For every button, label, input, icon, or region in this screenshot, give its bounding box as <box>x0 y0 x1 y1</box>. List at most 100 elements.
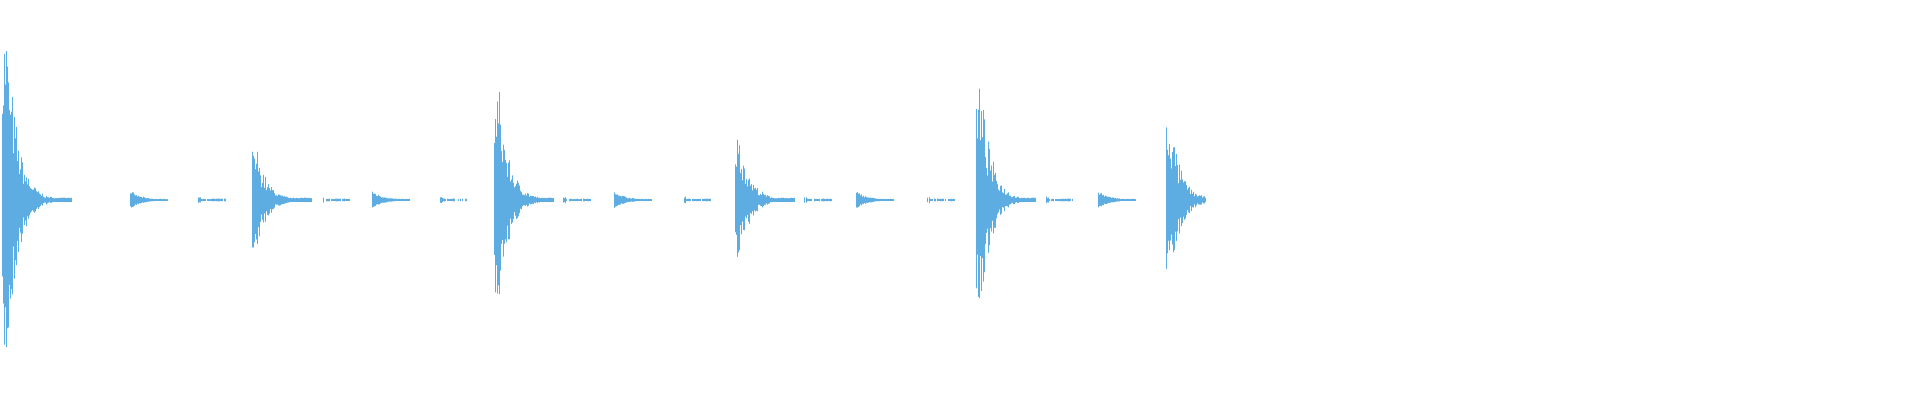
waveform-sample <box>773 197 774 203</box>
waveform-sample <box>759 195 760 205</box>
waveform-sample <box>638 198 639 202</box>
waveform-sample <box>779 198 780 203</box>
waveform-sample <box>583 198 584 202</box>
waveform-sample <box>514 187 515 213</box>
waveform-sample <box>770 197 771 203</box>
waveform-sample <box>48 197 49 203</box>
waveform-sample <box>1099 194 1100 207</box>
waveform-sample <box>507 176 508 226</box>
waveform-sample <box>30 187 31 213</box>
waveform-sample <box>1070 198 1071 201</box>
waveform-sample <box>1059 199 1060 202</box>
waveform-sample <box>541 197 542 203</box>
waveform-sample <box>1008 192 1009 208</box>
waveform-sample <box>553 198 554 203</box>
waveform-sample <box>650 198 651 202</box>
waveform-sample <box>644 199 645 202</box>
waveform-sample <box>1056 199 1057 201</box>
waveform-sample <box>687 199 688 201</box>
waveform-sample <box>289 198 290 203</box>
waveform-sample <box>586 198 587 201</box>
waveform-sample <box>1111 197 1112 203</box>
waveform-sample <box>886 198 887 202</box>
waveform-sample <box>648 198 649 202</box>
waveform-sample <box>1168 155 1169 241</box>
waveform-sample <box>1025 198 1026 203</box>
waveform-sample <box>1107 196 1108 204</box>
waveform-sample <box>696 198 697 202</box>
waveform-sample <box>880 198 881 202</box>
waveform-sample <box>43 196 44 204</box>
waveform-sample <box>344 198 345 202</box>
waveform-sample <box>273 190 274 210</box>
waveform-sample <box>162 199 163 202</box>
waveform-sample <box>1179 164 1180 234</box>
waveform-sample <box>951 198 952 202</box>
waveform-sample <box>809 199 810 201</box>
waveform-sample <box>65 197 66 203</box>
waveform-sample <box>31 188 32 212</box>
waveform-sample <box>212 198 213 202</box>
waveform-sample <box>217 198 218 202</box>
waveform-sample <box>205 198 206 201</box>
waveform-sample <box>29 186 30 216</box>
waveform-sample <box>564 197 565 203</box>
waveform-sample <box>154 199 155 202</box>
waveform-sample <box>699 198 700 202</box>
waveform-sample <box>13 153 14 247</box>
waveform-sample <box>784 198 785 203</box>
waveform-sample <box>225 198 226 202</box>
waveform-sample <box>1176 153 1177 241</box>
waveform-sample <box>747 186 748 215</box>
waveform-sample <box>1049 199 1050 201</box>
waveform-sample <box>224 198 225 202</box>
waveform-sample <box>618 195 619 205</box>
waveform-sample <box>1123 198 1124 202</box>
waveform-sample <box>347 198 348 202</box>
waveform-sample <box>1031 197 1032 203</box>
waveform-sample <box>394 198 395 202</box>
waveform-sample <box>328 198 329 202</box>
waveform-sample <box>641 199 642 202</box>
waveform-sample <box>333 199 334 201</box>
waveform-sample <box>281 195 282 205</box>
waveform-sample <box>776 198 777 203</box>
waveform-sample <box>163 198 164 202</box>
waveform-sample <box>282 195 283 205</box>
waveform-sample <box>38 191 39 209</box>
waveform-sample <box>130 193 131 207</box>
waveform-sample <box>149 198 150 202</box>
waveform-sample <box>633 198 634 202</box>
waveform-sample <box>147 198 148 202</box>
waveform-sample <box>1205 197 1206 203</box>
waveform-sample <box>1018 196 1019 204</box>
waveform-sample <box>305 197 306 203</box>
waveform-sample <box>508 162 509 240</box>
waveform-sample <box>821 199 822 202</box>
waveform-sample <box>132 192 133 207</box>
waveform-sample <box>871 197 872 203</box>
waveform-sample <box>1190 193 1191 207</box>
waveform-sample <box>1068 198 1069 202</box>
waveform-sample <box>780 198 781 203</box>
waveform-sample <box>148 197 149 202</box>
waveform-sample <box>979 88 980 299</box>
waveform-sample <box>498 123 499 286</box>
waveform-sample <box>584 198 585 202</box>
waveform-sample <box>408 198 409 202</box>
waveform-sample <box>291 198 292 203</box>
waveform-sample <box>279 194 280 206</box>
waveform-sample <box>1052 198 1053 201</box>
waveform-sample <box>874 198 875 202</box>
waveform-sample <box>755 187 756 212</box>
waveform-sample <box>254 158 255 243</box>
waveform-sample <box>213 198 214 202</box>
waveform-sample <box>572 199 573 201</box>
waveform-sample <box>306 197 307 203</box>
waveform-sample <box>512 175 513 223</box>
waveform-sample <box>49 197 50 203</box>
waveform-sample <box>1191 189 1192 212</box>
waveform-sample <box>690 198 691 201</box>
waveform-sample <box>51 197 52 203</box>
